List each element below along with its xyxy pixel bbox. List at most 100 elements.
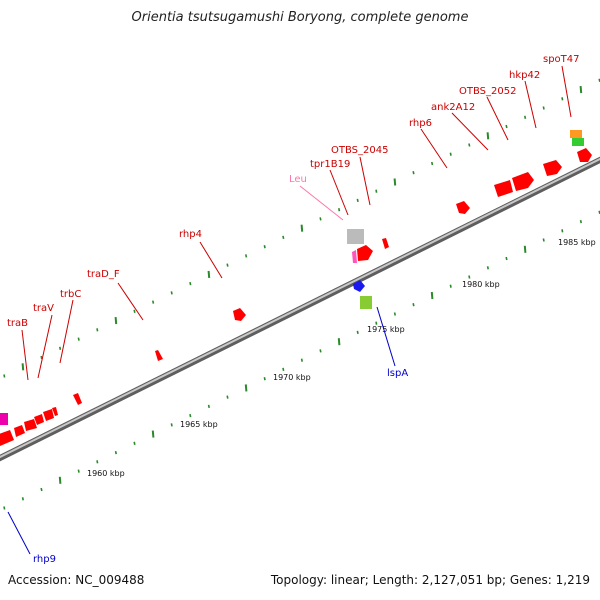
- scale-label-1985: 1985 kbp: [558, 238, 596, 247]
- leader-rhp4: [199, 241, 223, 279]
- label-Leu: Leu: [289, 174, 307, 185]
- minor-tick: [77, 337, 80, 341]
- major-tick: [114, 317, 118, 325]
- label-OTBS_2045: OTBS_2045: [331, 145, 388, 156]
- tick-marks: [3, 78, 600, 510]
- leader-traD_F: [117, 282, 144, 321]
- minor-tick: [468, 275, 471, 279]
- gene-arrow: [43, 409, 54, 421]
- minor-tick: [189, 281, 192, 286]
- gene-orange: [570, 130, 582, 138]
- gene-arrow: [34, 414, 44, 425]
- minor-tick: [338, 208, 341, 212]
- minor-tick: [561, 97, 564, 101]
- major-tick: [300, 224, 304, 232]
- minor-tick: [170, 423, 173, 427]
- leader-rhp6: [420, 128, 448, 169]
- gene-tpr1B19: [357, 245, 373, 261]
- minor-tick: [468, 143, 471, 147]
- minor-tick: [3, 374, 6, 378]
- leader-traV: [37, 314, 53, 379]
- label-traD_F: traD_F: [87, 269, 120, 280]
- minor-tick: [263, 245, 266, 249]
- minor-tick: [431, 161, 434, 166]
- minor-tick: [3, 506, 6, 510]
- leader-spoT47: [561, 65, 572, 118]
- label-rhp4: rhp4: [179, 229, 202, 240]
- label-lspA: lspA: [387, 368, 408, 379]
- minor-tick: [542, 106, 545, 110]
- minor-tick: [133, 309, 136, 313]
- gene-Leu: [347, 229, 364, 244]
- minor-tick: [40, 355, 43, 360]
- gene-lspA: [353, 280, 365, 292]
- label-ank2A12: ank2A12: [431, 102, 475, 113]
- scale-label-1965: 1965 kbp: [180, 420, 218, 429]
- leader-Leu: [299, 185, 344, 221]
- minor-tick: [542, 238, 545, 242]
- minor-tick: [449, 284, 452, 288]
- gene-ank2A12: [494, 180, 513, 197]
- minor-tick: [561, 229, 564, 233]
- minor-tick: [226, 395, 229, 399]
- minor-tick: [189, 413, 192, 418]
- gene-traB-cluster: [0, 430, 14, 446]
- minor-tick: [356, 198, 359, 203]
- label-rhp9: rhp9: [33, 554, 56, 565]
- label-OTBS_2052: OTBS_2052: [459, 86, 516, 97]
- major-tick: [337, 338, 341, 346]
- leader-hkp42: [524, 80, 537, 129]
- label-tpr1B19: tpr1B19: [310, 159, 350, 170]
- minor-tick: [412, 171, 415, 175]
- minor-tick: [505, 256, 508, 261]
- gene-arrow: [14, 425, 25, 437]
- leader-traB: [21, 329, 29, 381]
- minor-tick: [486, 266, 489, 270]
- gene-spoT47: [577, 148, 592, 162]
- minor-tick: [245, 254, 248, 258]
- leader-lines: [7, 65, 572, 555]
- scale-label-1960: 1960 kbp: [87, 469, 125, 478]
- leader-trbC: [59, 299, 74, 364]
- minor-tick: [114, 450, 117, 455]
- leader-ank2A12: [451, 112, 489, 151]
- minor-tick: [375, 321, 378, 325]
- major-tick: [151, 430, 155, 438]
- leader-OTBS_2045: [359, 156, 371, 206]
- scale-label-1975: 1975 kbp: [367, 325, 405, 334]
- leader-OTBS_2052: [486, 96, 509, 141]
- gene-arrow: [24, 419, 37, 431]
- minor-tick: [77, 469, 80, 473]
- gene-traD_F: [155, 350, 163, 361]
- minor-tick: [393, 312, 396, 316]
- label-traB: traB: [7, 318, 28, 329]
- accession-text: Accession: NC_009488: [8, 573, 145, 587]
- minor-tick: [319, 217, 322, 221]
- gene-green: [360, 296, 372, 309]
- leader-lspA: [376, 306, 396, 367]
- minor-tick: [524, 115, 527, 119]
- major-tick: [21, 363, 25, 371]
- gene-rhp4: [233, 308, 246, 321]
- minor-tick: [356, 330, 359, 335]
- minor-tick: [170, 291, 173, 295]
- label-traV: traV: [33, 303, 54, 314]
- minor-tick: [579, 219, 582, 224]
- label-trbC: trbC: [60, 289, 81, 300]
- minor-tick: [96, 328, 99, 332]
- minor-tick: [505, 124, 508, 129]
- minor-tick: [133, 441, 136, 445]
- minor-tick: [96, 460, 99, 464]
- major-tick: [207, 270, 211, 278]
- gene-OTBS_2045: [382, 238, 389, 249]
- minor-tick: [319, 349, 322, 353]
- label-rhp6: rhp6: [409, 118, 432, 129]
- map-title: Orientia tsutsugamushi Boryong, complete…: [131, 10, 469, 25]
- minor-tick: [207, 404, 210, 409]
- topology-text: Topology: linear; Length: 2,127,051 bp; …: [270, 573, 590, 587]
- backbone-highlight: [0, 157, 600, 459]
- gene-hkp42: [543, 160, 562, 176]
- minor-tick: [412, 303, 415, 307]
- label-spoT47: spoT47: [543, 54, 580, 65]
